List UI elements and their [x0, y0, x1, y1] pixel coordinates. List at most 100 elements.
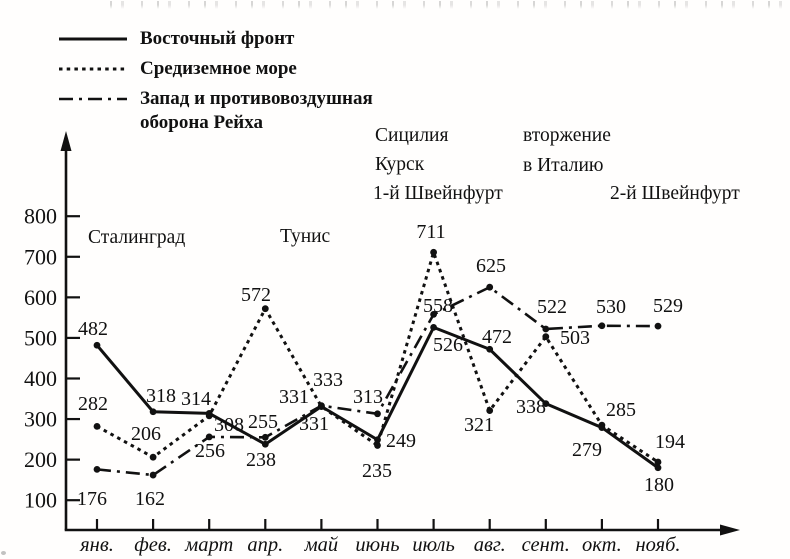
- data-point-label: 558: [423, 295, 453, 317]
- legend-label-eastern-front: Восточный фронт: [140, 28, 295, 49]
- legend: Восточный фронт Средиземное море Запад и…: [57, 27, 402, 134]
- data-point: [654, 464, 662, 472]
- legend-item-eastern-front: Восточный фронт: [57, 27, 402, 50]
- data-point-label: 331: [299, 413, 329, 435]
- data-point: [486, 283, 494, 291]
- data-point-label: 318: [146, 385, 176, 407]
- data-point-label: 162: [135, 488, 165, 510]
- data-point: [374, 436, 381, 444]
- x-axis-month-label: март: [184, 534, 233, 556]
- data-point: [318, 403, 325, 410]
- data-point: [93, 465, 101, 473]
- data-point: [542, 333, 550, 341]
- y-tick-label: 500: [24, 325, 57, 350]
- series-line-mediterranean: [96, 247, 659, 464]
- data-point-label: 238: [246, 449, 276, 471]
- data-point: [205, 433, 213, 441]
- data-point-label: 530: [596, 296, 626, 318]
- data-point-label: 482: [78, 318, 108, 340]
- data-point-label: 333: [313, 369, 343, 391]
- data-point-label: 308: [214, 414, 244, 436]
- data-point-label: 256: [195, 440, 225, 462]
- y-tick-label: 800: [24, 204, 57, 229]
- annotation-label: вторжение: [523, 125, 611, 146]
- legend-label-west-reich-defense: Запад и противовоздушная оборона Рейха: [140, 88, 373, 133]
- legend-label-mediterranean: Средиземное море: [140, 58, 297, 80]
- y-tick-label: 300: [24, 407, 57, 432]
- x-axis-arrow-icon: [720, 524, 740, 536]
- legend-item-mediterranean: Средиземное море: [57, 57, 402, 80]
- annotation-label: Сицилия: [375, 125, 449, 146]
- data-point: [374, 410, 381, 418]
- data-point: [654, 458, 662, 466]
- scan-speck: [1, 551, 6, 555]
- y-tick-label: 600: [24, 285, 57, 310]
- data-point: [542, 400, 550, 408]
- x-axis-month-label: нояб.: [635, 534, 680, 556]
- y-tick-label: 200: [24, 447, 57, 472]
- data-point: [486, 407, 494, 414]
- data-point: [486, 345, 494, 353]
- annotation-label: в Италию: [523, 155, 604, 176]
- data-point-label: 206: [131, 423, 161, 445]
- x-axis-month-label: авг.: [474, 534, 506, 556]
- x-axis-month-label: фев.: [134, 534, 172, 556]
- data-point-label: 331: [279, 386, 309, 408]
- y-tick-label: 700: [24, 244, 57, 269]
- data-point-label: 711: [416, 221, 445, 243]
- y-axis-arrow-icon: [60, 131, 72, 151]
- data-point: [542, 325, 550, 333]
- data-point-label: 526: [433, 334, 463, 356]
- x-axis-month-label: окт.: [582, 534, 622, 556]
- data-point-label: 625: [476, 255, 506, 277]
- data-point: [93, 341, 101, 349]
- cropped-text-artifact: [110, 1, 786, 9]
- dashdot-line-swatch-icon: [59, 98, 127, 101]
- data-point: [430, 248, 437, 256]
- x-axis-month-label: май: [304, 534, 339, 556]
- data-point-label: 572: [241, 284, 271, 306]
- data-point: [598, 424, 606, 431]
- data-point: [205, 409, 213, 417]
- data-point: [149, 453, 157, 461]
- data-point: [93, 422, 101, 430]
- x-axis-month-label: июнь: [355, 534, 399, 556]
- data-point-label: 472: [482, 326, 512, 348]
- data-point-label: 321: [464, 414, 494, 436]
- data-point-label: 529: [653, 295, 683, 317]
- data-point: [430, 310, 437, 318]
- x-axis-month-label: июль: [412, 534, 454, 556]
- data-point: [598, 322, 606, 330]
- data-point-label: 180: [644, 474, 674, 496]
- annotation-label: Сталинград: [88, 227, 186, 248]
- y-tick-label: 100: [24, 488, 57, 513]
- data-point-label: 285: [606, 399, 636, 421]
- data-point-label: 503: [560, 327, 590, 349]
- x-axis-month-label: апр.: [247, 534, 283, 556]
- x-axis-month-label: сент.: [522, 534, 570, 556]
- x-axis-month-label: янв.: [79, 534, 114, 556]
- data-point-label: 194: [655, 431, 685, 453]
- legend-item-west-reich-defense: Запад и противовоздушная оборона Рейха: [57, 87, 402, 133]
- data-point-label: 176: [77, 488, 107, 510]
- data-point-label: 314: [181, 388, 211, 410]
- data-point: [374, 442, 381, 449]
- annotation-label: Курск: [375, 154, 425, 175]
- data-point-label: 338: [516, 396, 546, 418]
- annotation-label: 2-й Швейнфурт: [610, 183, 740, 204]
- data-point: [654, 322, 662, 330]
- data-point-label: 255: [248, 411, 278, 433]
- data-point-label: 235: [362, 460, 392, 482]
- y-tick-label: 400: [24, 366, 57, 391]
- data-point-label: 282: [78, 393, 108, 415]
- annotation-label: Тунис: [280, 226, 331, 247]
- data-point: [430, 323, 437, 331]
- dotted-line-swatch-icon: [59, 67, 127, 71]
- data-point-label: 279: [572, 439, 602, 461]
- data-point: [149, 408, 157, 416]
- data-point-label: 313: [353, 386, 383, 408]
- data-point-label: 249: [386, 430, 416, 452]
- solid-line-swatch-icon: [59, 37, 127, 41]
